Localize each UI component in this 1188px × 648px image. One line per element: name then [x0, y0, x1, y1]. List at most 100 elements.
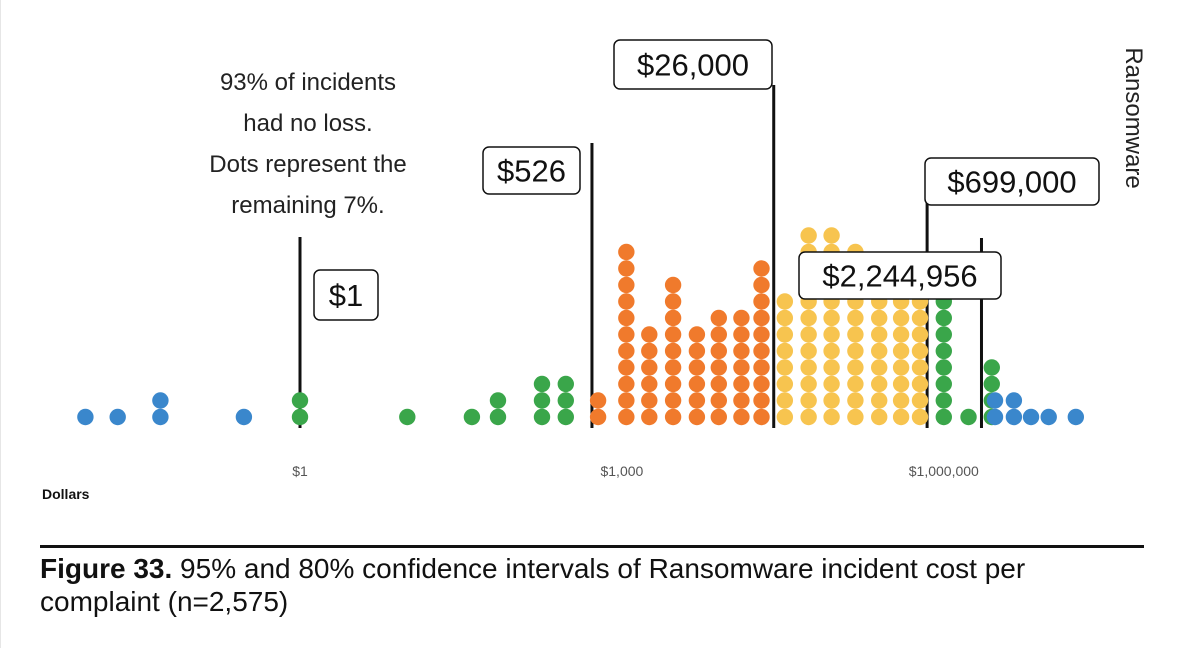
data-dot	[776, 309, 794, 327]
data-dot	[847, 392, 864, 409]
data-dot	[152, 408, 169, 426]
data-dot	[688, 342, 706, 360]
data-dot	[892, 309, 910, 327]
data-dot	[664, 326, 682, 343]
data-dot	[710, 392, 728, 409]
data-dot	[800, 408, 817, 426]
data-dot	[688, 392, 706, 409]
data-dot	[753, 392, 770, 409]
data-dot	[892, 342, 910, 360]
data-dot	[800, 227, 817, 244]
data-dot	[753, 408, 770, 426]
data-dot	[1067, 408, 1085, 426]
data-dot	[823, 227, 840, 244]
data-dot	[753, 260, 770, 277]
data-dot	[870, 326, 888, 343]
data-dot	[823, 326, 840, 343]
data-dot	[733, 326, 750, 343]
data-dot	[618, 342, 635, 360]
data-dot	[688, 359, 706, 376]
data-dot	[892, 375, 910, 393]
data-dot	[1040, 408, 1057, 426]
data-dot	[710, 309, 728, 327]
data-dot	[152, 392, 169, 409]
data-dot	[1005, 408, 1023, 426]
data-dot	[463, 408, 481, 426]
data-dot	[892, 326, 910, 343]
data-dot	[870, 375, 888, 393]
data-dot	[911, 392, 929, 409]
data-dot	[618, 260, 635, 277]
x-tick-label: $1	[292, 463, 308, 479]
data-dot	[664, 359, 682, 376]
data-dot	[109, 408, 126, 426]
data-dot	[557, 408, 574, 426]
data-dot	[489, 392, 507, 409]
data-dot	[664, 375, 682, 393]
data-dot	[800, 359, 817, 376]
marker-label: $526	[497, 154, 566, 189]
data-dot	[847, 359, 864, 376]
data-dot	[710, 326, 728, 343]
data-dot	[533, 408, 551, 426]
data-dot	[733, 375, 750, 393]
data-dot	[847, 408, 864, 426]
data-dot	[911, 326, 929, 343]
data-dot	[664, 276, 682, 294]
data-dot	[664, 342, 682, 360]
data-dot	[235, 408, 253, 426]
data-dot	[847, 326, 864, 343]
data-dot	[800, 375, 817, 393]
data-dot	[733, 359, 750, 376]
data-dot	[935, 375, 952, 393]
marker-label: $1	[329, 278, 363, 313]
data-dot	[618, 408, 635, 426]
data-dot	[641, 408, 658, 426]
data-dot	[892, 359, 910, 376]
data-dot	[753, 375, 770, 393]
data-dot	[823, 375, 840, 393]
data-dot	[776, 326, 794, 343]
figure-caption: Figure 33. 95% and 80% confidence interv…	[40, 552, 1144, 618]
data-dot	[641, 359, 658, 376]
data-dot	[618, 326, 635, 343]
data-dot	[800, 392, 817, 409]
data-dot	[533, 392, 551, 409]
data-dot	[870, 392, 888, 409]
data-dot	[618, 392, 635, 409]
data-dot	[557, 375, 574, 393]
data-dot	[800, 342, 817, 360]
annotation-note-line: remaining 7%.	[231, 192, 384, 219]
data-dot	[847, 342, 864, 360]
data-dot	[753, 342, 770, 360]
data-dot	[733, 392, 750, 409]
data-dot	[753, 359, 770, 376]
data-dot	[77, 408, 94, 426]
data-dot	[960, 408, 977, 426]
data-dot	[733, 408, 750, 426]
marker-label-box	[924, 157, 1100, 206]
annotation-note-line: had no loss.	[243, 110, 372, 137]
data-dot	[935, 408, 952, 426]
data-dot	[733, 342, 750, 360]
data-dot	[776, 392, 794, 409]
dot-plot-chart: $1 $526 $26,000 $2,244,956 $699,000 93% of in…	[42, 39, 1147, 502]
data-dot	[935, 359, 952, 376]
data-dot	[641, 342, 658, 360]
caption-rule	[40, 545, 1144, 548]
marker-label-box	[313, 269, 379, 321]
data-dot	[823, 309, 840, 327]
data-dot	[776, 375, 794, 393]
data-dot	[618, 276, 635, 294]
marker-label: $2,244,956	[822, 259, 977, 294]
data-dot	[618, 309, 635, 327]
data-dot	[589, 408, 607, 426]
data-dot	[847, 309, 864, 327]
data-dot	[823, 408, 840, 426]
data-dot	[870, 342, 888, 360]
data-dot	[664, 392, 682, 409]
data-dot	[986, 408, 1004, 426]
data-dot	[892, 408, 910, 426]
data-dot	[870, 309, 888, 327]
data-dot	[823, 342, 840, 360]
